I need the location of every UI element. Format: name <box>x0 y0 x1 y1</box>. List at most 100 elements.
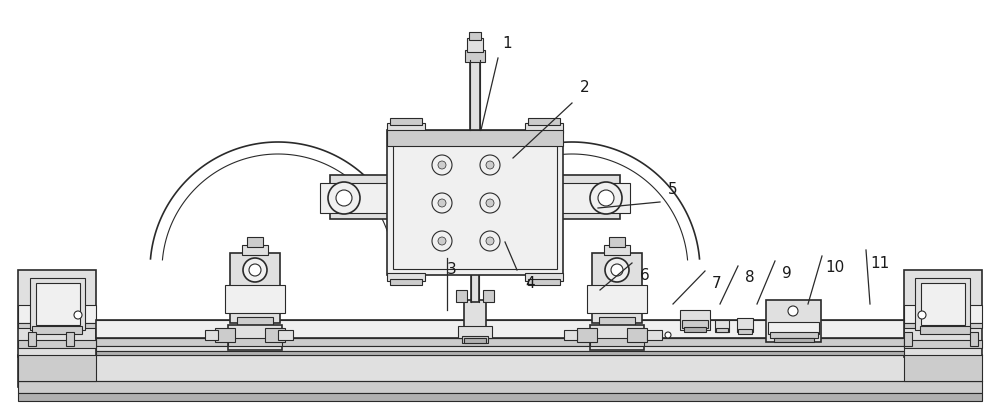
Circle shape <box>788 306 798 316</box>
Bar <box>599 317 635 325</box>
Text: 11: 11 <box>870 256 890 271</box>
Bar <box>904 332 912 346</box>
Text: 2: 2 <box>580 81 590 95</box>
Bar <box>970 332 978 346</box>
Circle shape <box>590 182 622 214</box>
Bar <box>525 273 563 281</box>
Circle shape <box>438 199 446 207</box>
Text: 8: 8 <box>745 271 755 286</box>
Bar <box>225 285 285 313</box>
Bar <box>228 338 282 346</box>
Bar <box>525 123 563 133</box>
Text: 1: 1 <box>502 36 512 51</box>
Bar <box>715 320 729 332</box>
Bar <box>18 355 982 387</box>
Bar <box>456 290 467 302</box>
Bar <box>904 270 982 357</box>
Bar <box>96 346 904 351</box>
Bar <box>66 332 74 346</box>
Bar <box>562 175 620 219</box>
Bar <box>483 290 494 302</box>
Bar <box>390 118 422 125</box>
Bar <box>604 245 630 255</box>
Bar <box>464 300 486 330</box>
Circle shape <box>918 311 926 319</box>
Circle shape <box>605 258 629 282</box>
Bar <box>562 183 630 213</box>
Circle shape <box>480 155 500 175</box>
Text: 6: 6 <box>640 268 650 283</box>
Bar <box>774 338 814 342</box>
Bar <box>265 328 285 342</box>
Bar <box>470 60 480 130</box>
Circle shape <box>438 237 446 245</box>
Bar <box>96 320 904 338</box>
Bar <box>738 329 752 334</box>
Bar <box>18 393 982 401</box>
Bar <box>458 326 492 338</box>
Bar <box>680 310 710 330</box>
Text: 3: 3 <box>447 263 457 278</box>
Bar <box>247 237 263 247</box>
Bar <box>18 270 96 357</box>
Bar <box>387 123 425 133</box>
Circle shape <box>249 264 261 276</box>
Text: 4: 4 <box>525 276 535 290</box>
Bar <box>18 340 96 348</box>
Bar <box>18 381 982 393</box>
Bar <box>96 338 904 346</box>
Bar <box>387 130 563 275</box>
Bar <box>627 328 647 342</box>
Bar <box>904 305 982 323</box>
Bar <box>587 285 647 313</box>
Bar <box>462 336 488 343</box>
Bar <box>18 305 96 323</box>
Circle shape <box>432 155 452 175</box>
Bar <box>28 332 36 346</box>
Circle shape <box>480 231 500 251</box>
Bar <box>387 130 563 146</box>
Circle shape <box>486 237 494 245</box>
Bar <box>682 320 708 328</box>
Bar <box>228 325 282 350</box>
Circle shape <box>336 190 352 206</box>
Bar <box>590 325 644 350</box>
Bar <box>469 32 481 40</box>
Circle shape <box>328 182 360 214</box>
Bar <box>215 328 235 342</box>
Bar <box>684 327 706 332</box>
Circle shape <box>611 264 623 276</box>
Bar <box>609 237 625 247</box>
Bar <box>467 38 483 52</box>
Bar <box>528 279 560 285</box>
Circle shape <box>486 161 494 169</box>
Bar <box>904 355 982 381</box>
Bar <box>30 278 85 330</box>
Bar <box>387 273 425 281</box>
Circle shape <box>243 258 267 282</box>
Bar <box>242 245 268 255</box>
Bar <box>393 136 557 269</box>
Text: 7: 7 <box>712 276 722 290</box>
Bar <box>915 278 970 330</box>
Bar <box>330 175 388 219</box>
Bar <box>237 317 273 325</box>
Bar <box>766 300 821 342</box>
Bar <box>770 332 818 338</box>
Circle shape <box>74 311 82 319</box>
Bar <box>904 340 982 348</box>
Text: 9: 9 <box>782 266 792 281</box>
Bar <box>18 355 96 381</box>
Text: 10: 10 <box>825 261 845 276</box>
Bar <box>278 330 293 340</box>
Bar <box>716 328 728 332</box>
Circle shape <box>486 199 494 207</box>
Bar <box>390 279 422 285</box>
Bar <box>18 323 96 328</box>
Bar <box>768 322 819 334</box>
Bar <box>96 351 904 355</box>
Circle shape <box>598 190 614 206</box>
Bar <box>904 323 982 328</box>
Circle shape <box>432 193 452 213</box>
Bar <box>471 190 479 302</box>
